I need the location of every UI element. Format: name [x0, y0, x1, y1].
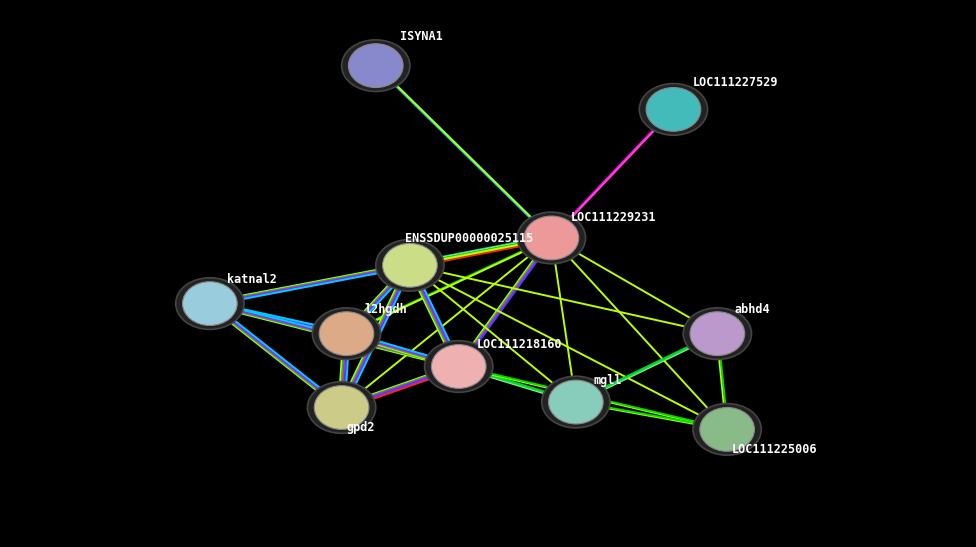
Ellipse shape [425, 341, 493, 392]
Text: LOC111225006: LOC111225006 [732, 443, 818, 456]
Ellipse shape [646, 88, 701, 131]
Ellipse shape [431, 345, 486, 388]
Ellipse shape [639, 84, 708, 135]
Ellipse shape [517, 212, 586, 264]
Text: abhd4: abhd4 [735, 303, 771, 316]
Text: LOC111229231: LOC111229231 [571, 211, 657, 224]
Ellipse shape [683, 308, 752, 359]
Ellipse shape [376, 240, 444, 291]
Text: LOC111227529: LOC111227529 [693, 75, 779, 89]
Text: ENSSDUP00000025115: ENSSDUP00000025115 [405, 231, 533, 245]
Ellipse shape [312, 308, 381, 359]
Ellipse shape [549, 380, 603, 424]
Text: ISYNA1: ISYNA1 [400, 30, 443, 43]
Text: katnal2: katnal2 [227, 273, 277, 286]
Ellipse shape [342, 40, 410, 91]
Text: l2hgdh: l2hgdh [364, 303, 407, 316]
Text: mgll: mgll [593, 374, 622, 387]
Ellipse shape [383, 243, 437, 287]
Ellipse shape [314, 386, 369, 429]
Ellipse shape [524, 216, 579, 260]
Text: gpd2: gpd2 [346, 421, 375, 434]
Text: LOC111218160: LOC111218160 [476, 338, 562, 351]
Ellipse shape [348, 44, 403, 88]
Ellipse shape [542, 376, 610, 428]
Ellipse shape [693, 404, 761, 455]
Ellipse shape [690, 312, 745, 356]
Ellipse shape [183, 282, 237, 325]
Ellipse shape [307, 382, 376, 433]
Ellipse shape [319, 312, 374, 356]
Ellipse shape [176, 278, 244, 329]
Ellipse shape [700, 408, 754, 451]
